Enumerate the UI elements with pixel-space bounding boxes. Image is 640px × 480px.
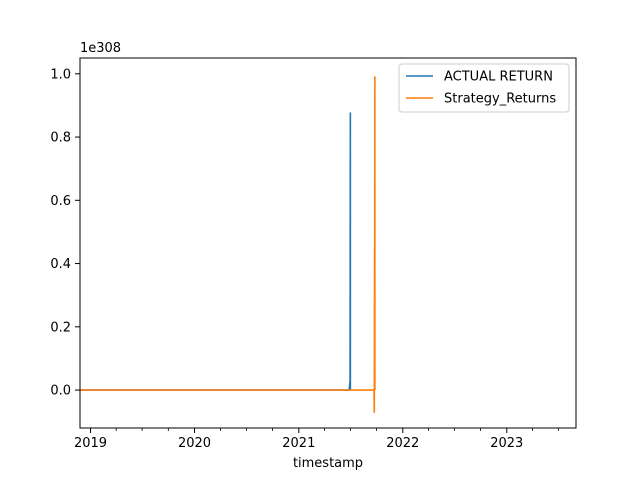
x-axis: 2019 2020 2021 2022 2023 [74,428,559,451]
y-tick-label: 0.0 [50,384,71,399]
y-tick-label: 0.2 [50,320,71,335]
y-tick-label: 0.8 [50,131,71,146]
legend-label-1: Strategy_Returns [444,92,556,107]
plot-frame [79,57,577,429]
y-tick-label: 0.6 [50,194,71,209]
y-axis: 0.0 0.2 0.4 0.6 0.8 1.0 [50,67,80,399]
y-offset-label: 1e308 [80,41,121,56]
x-tick-label: 2023 [490,436,523,451]
x-tick-label: 2021 [282,436,315,451]
legend-frame [398,63,570,113]
legend: ACTUAL RETURN Strategy_Returns [398,63,570,113]
y-tick-label: 0.4 [50,257,71,272]
legend-label-0: ACTUAL RETURN [444,70,553,85]
plot-lines [80,76,376,413]
x-axis-label: timestamp [293,456,363,471]
series-line-0 [80,112,352,391]
series-line-1 [80,76,376,413]
x-tick-label: 2022 [386,436,419,451]
x-tick-label: 2020 [178,436,211,451]
y-tick-label: 1.0 [50,67,71,82]
x-tick-label: 2019 [74,436,107,451]
